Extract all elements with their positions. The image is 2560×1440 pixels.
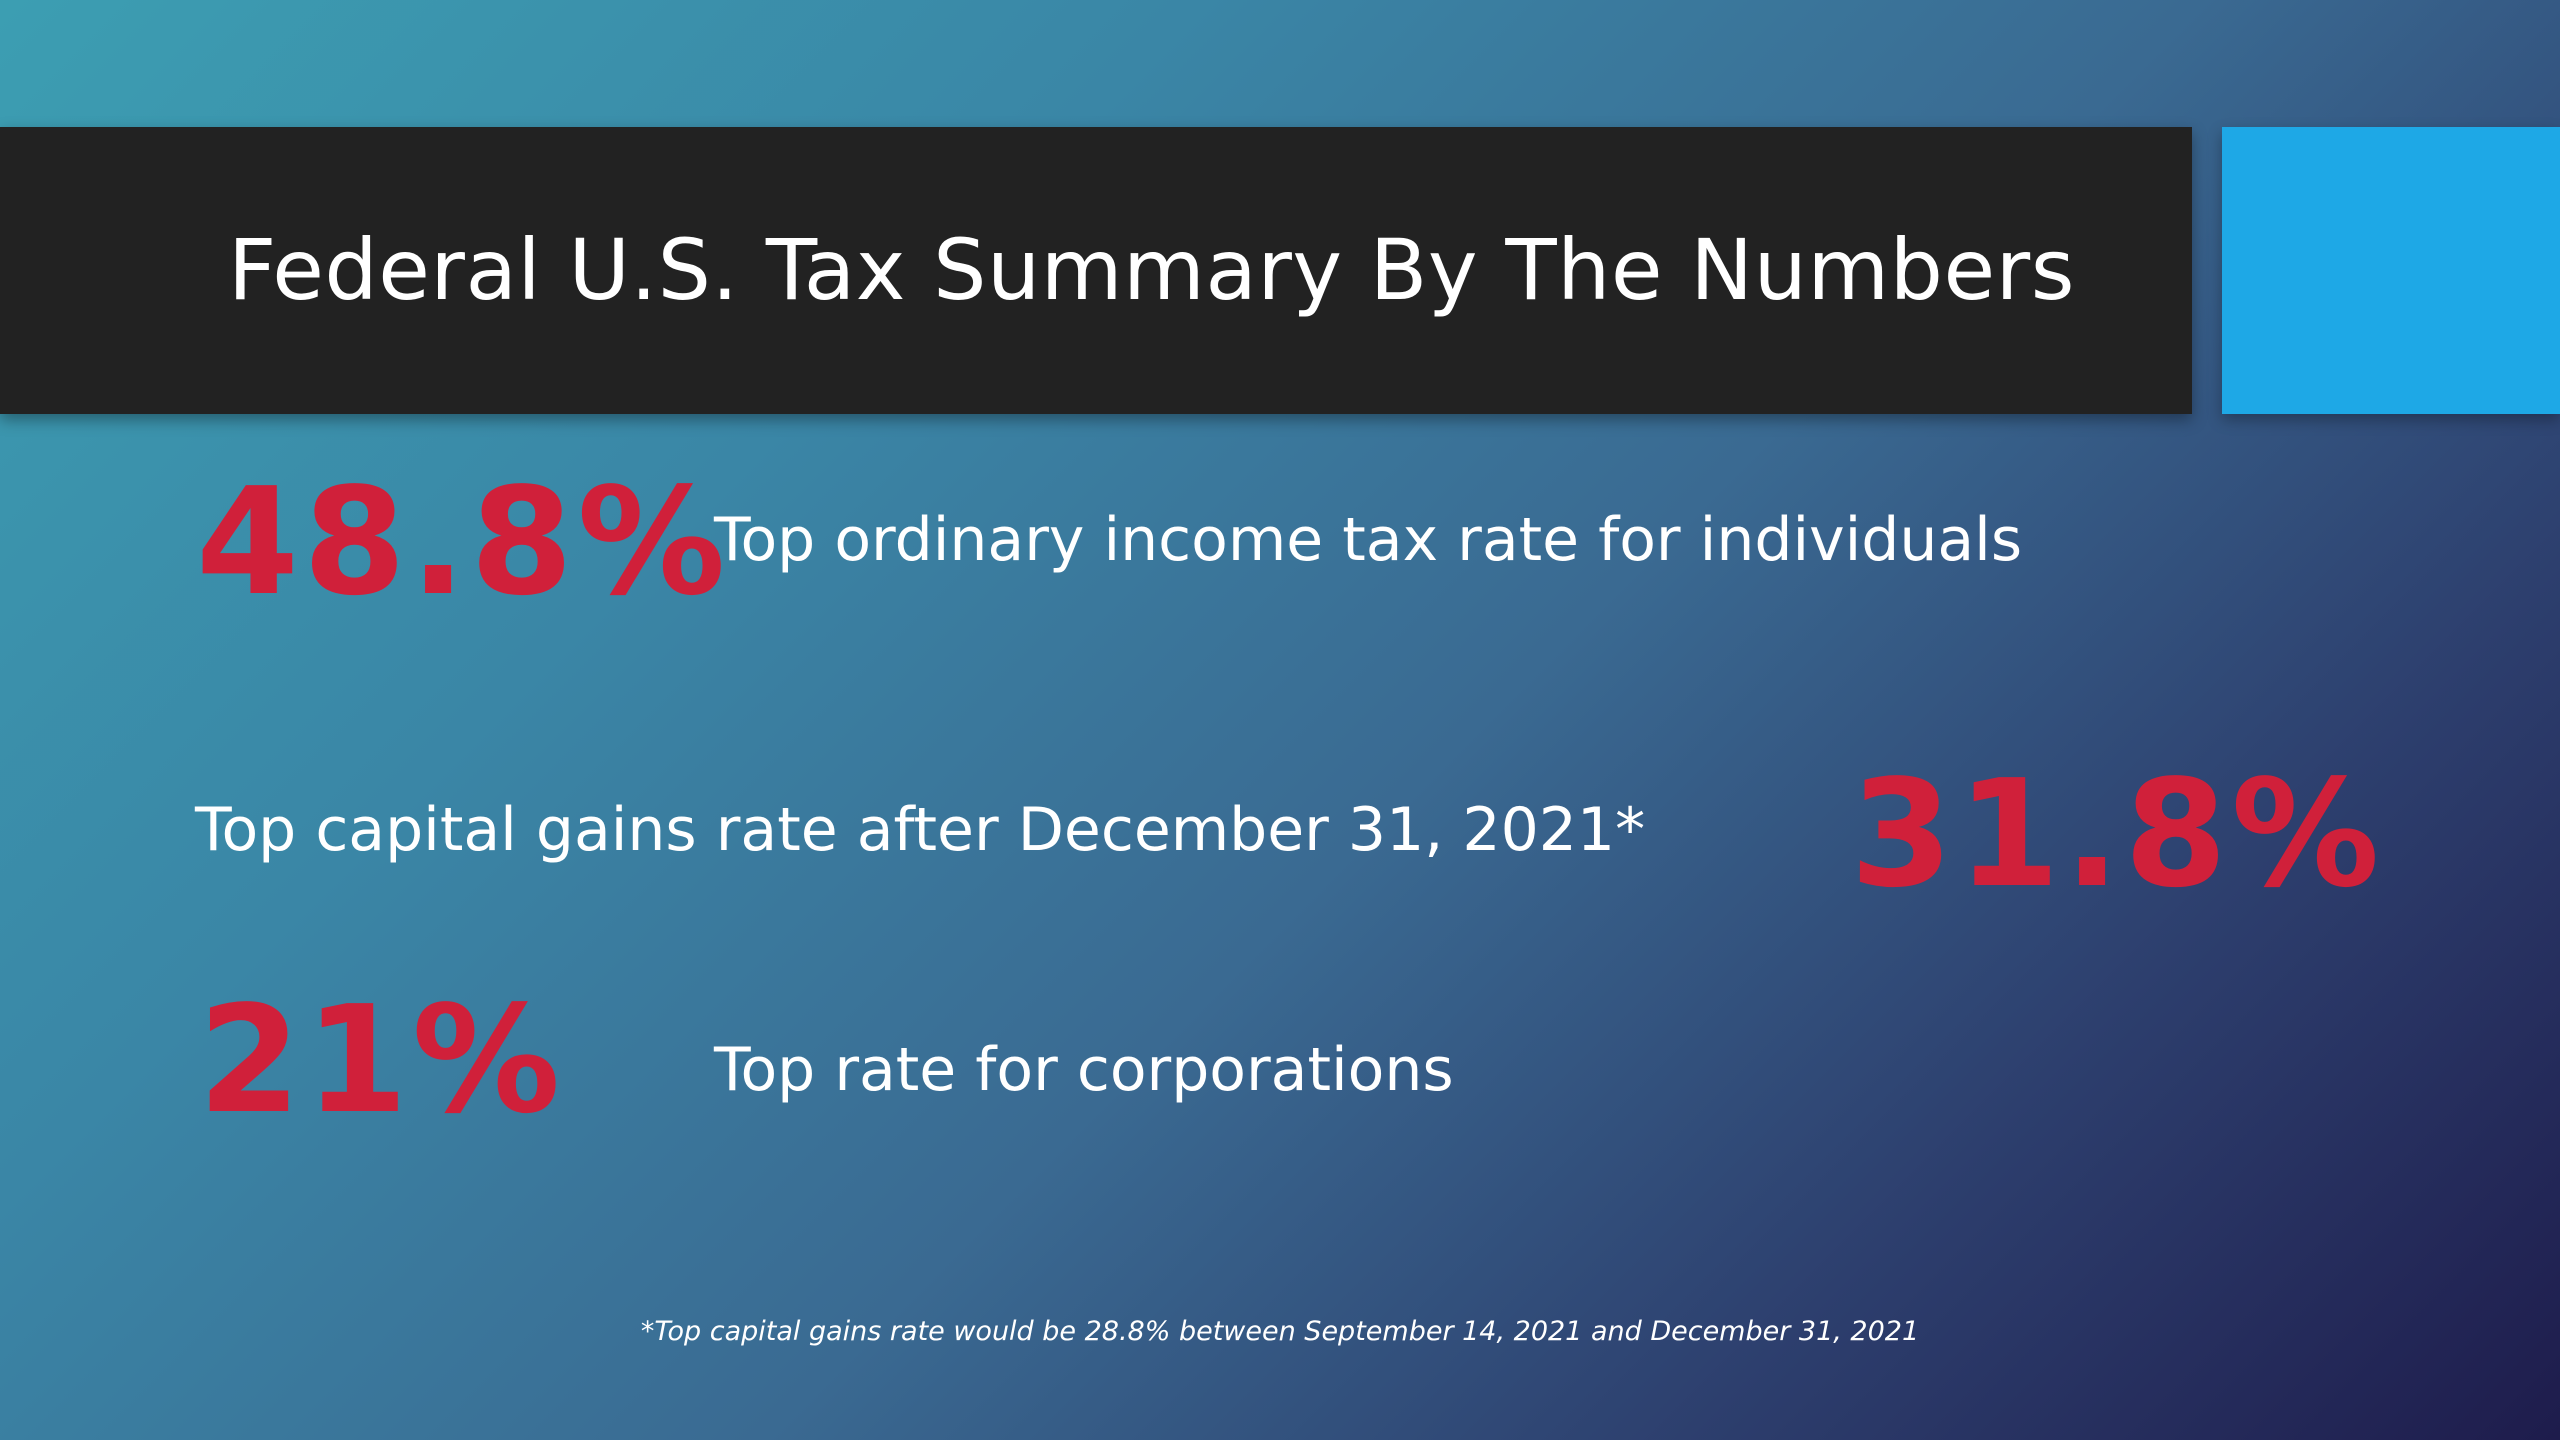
stat-label-individual: Top ordinary income tax rate for individ… (714, 505, 2023, 575)
slide-title: Federal U.S. Tax Summary By The Numbers (228, 221, 2075, 319)
stat-label-capital-gains: Top capital gains rate after December 31… (195, 795, 1646, 865)
stat-label-corporate: Top rate for corporations (714, 1035, 1454, 1105)
title-bar: Federal U.S. Tax Summary By The Numbers (0, 127, 2192, 414)
stat-value-capital-gains: 31.8% (1850, 748, 2384, 920)
stat-value-individual: 48.8% (196, 456, 730, 628)
stat-value-corporate: 21% (198, 974, 565, 1146)
footnote: *Top capital gains rate would be 28.8% b… (640, 1316, 1920, 1347)
accent-box (2222, 127, 2560, 414)
